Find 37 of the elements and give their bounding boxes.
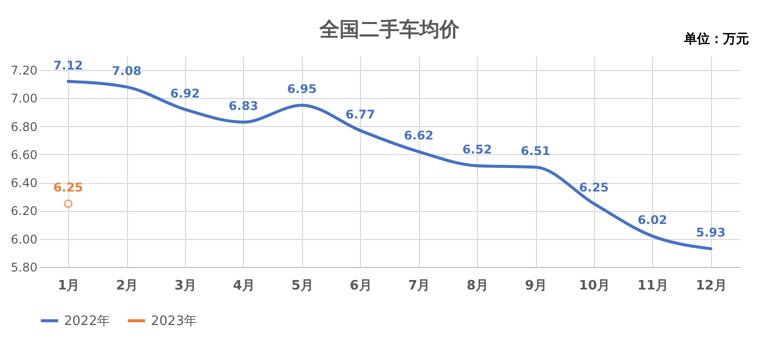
data-label: 6.83 <box>228 99 258 114</box>
y-tick-label: 7.00 <box>10 92 38 106</box>
text: 单位：万元 <box>684 30 749 48</box>
data-label: 6.25 <box>53 180 84 195</box>
data-label: 5.93 <box>696 226 726 240</box>
y-tick-label: 6.80 <box>10 120 38 134</box>
y-tick-label: 5.80 <box>10 260 38 274</box>
data-label: 6.92 <box>170 86 200 100</box>
data-label: 6.25 <box>579 180 609 195</box>
x-tick-label: 8月 <box>466 278 489 294</box>
data-label: 6.95 <box>287 82 317 96</box>
x-tick-label: 6月 <box>350 278 372 294</box>
x-tick-label: 12月 <box>696 278 727 294</box>
data-label: 6.02 <box>638 213 668 228</box>
x-tick-label: 11月 <box>637 278 668 294</box>
data-label: 7.12 <box>53 58 84 72</box>
data-label: 6.51 <box>520 144 550 158</box>
x-tick-label: 5月 <box>291 278 314 294</box>
data-label: 6.77 <box>345 108 376 122</box>
data-label: 6.52 <box>462 142 492 157</box>
data-label: 6.62 <box>404 128 434 143</box>
y-tick-label: 7.20 <box>10 64 38 78</box>
y-tick-label: 6.60 <box>10 148 38 162</box>
y-tick-label: 6.40 <box>10 176 38 190</box>
x-tick-label: 10月 <box>578 278 610 294</box>
chart-title: 全国二手车均价 <box>318 17 460 41</box>
x-tick-label: 1月 <box>58 278 80 294</box>
legend-label: 2023年 <box>151 314 198 329</box>
x-tick-label: 3月 <box>174 278 197 294</box>
y-tick-label: 6.20 <box>10 204 38 218</box>
legend-label: 2022年 <box>64 314 110 329</box>
x-tick-label: 2月 <box>116 278 138 294</box>
x-tick-label: 9月 <box>525 278 548 294</box>
x-tick-label: 4月 <box>232 278 255 294</box>
y-tick-label: 6.00 <box>10 232 38 246</box>
data-label: 7.08 <box>112 64 142 78</box>
x-tick-label: 7月 <box>408 278 430 294</box>
